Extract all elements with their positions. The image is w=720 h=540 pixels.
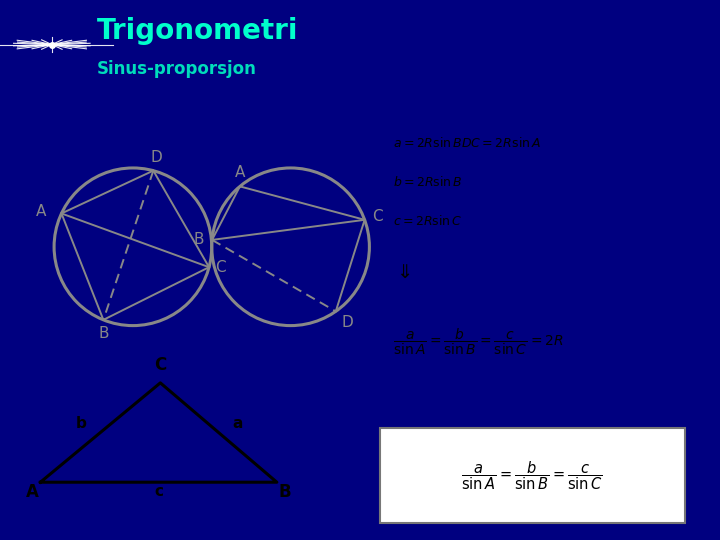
Text: D: D: [151, 150, 163, 165]
Text: $\dfrac{a}{\sin A} = \dfrac{b}{\sin B} = \dfrac{c}{\sin C}$: $\dfrac{a}{\sin A} = \dfrac{b}{\sin B} =…: [462, 460, 603, 492]
Text: b: b: [76, 416, 86, 431]
Text: B: B: [194, 232, 204, 247]
Text: a: a: [233, 416, 243, 431]
Text: C: C: [215, 260, 225, 275]
Text: $c = 2R\sin C$: $c = 2R\sin C$: [393, 214, 463, 228]
Text: $\Downarrow$: $\Downarrow$: [393, 263, 412, 282]
Text: A: A: [36, 204, 46, 219]
FancyBboxPatch shape: [379, 428, 685, 523]
Text: Sinus-proporsjon: Sinus-proporsjon: [97, 60, 257, 78]
Text: $b = 2R\sin B$: $b = 2R\sin B$: [393, 175, 463, 189]
Text: A: A: [26, 483, 39, 501]
Text: $\dfrac{a}{\sin A} = \dfrac{b}{\sin B} = \dfrac{c}{\sin C} = 2R$: $\dfrac{a}{\sin A} = \dfrac{b}{\sin B} =…: [393, 327, 564, 357]
Text: c: c: [154, 484, 163, 499]
Text: $a = 2R\sin BDC = 2R\sin A$: $a = 2R\sin BDC = 2R\sin A$: [393, 136, 541, 150]
Text: D: D: [342, 315, 354, 330]
Text: C: C: [154, 356, 166, 374]
Text: A: A: [235, 165, 245, 180]
Text: Trigonometri: Trigonometri: [97, 17, 299, 45]
Text: B: B: [279, 483, 292, 501]
Text: C: C: [372, 210, 383, 225]
Text: B: B: [98, 326, 109, 341]
